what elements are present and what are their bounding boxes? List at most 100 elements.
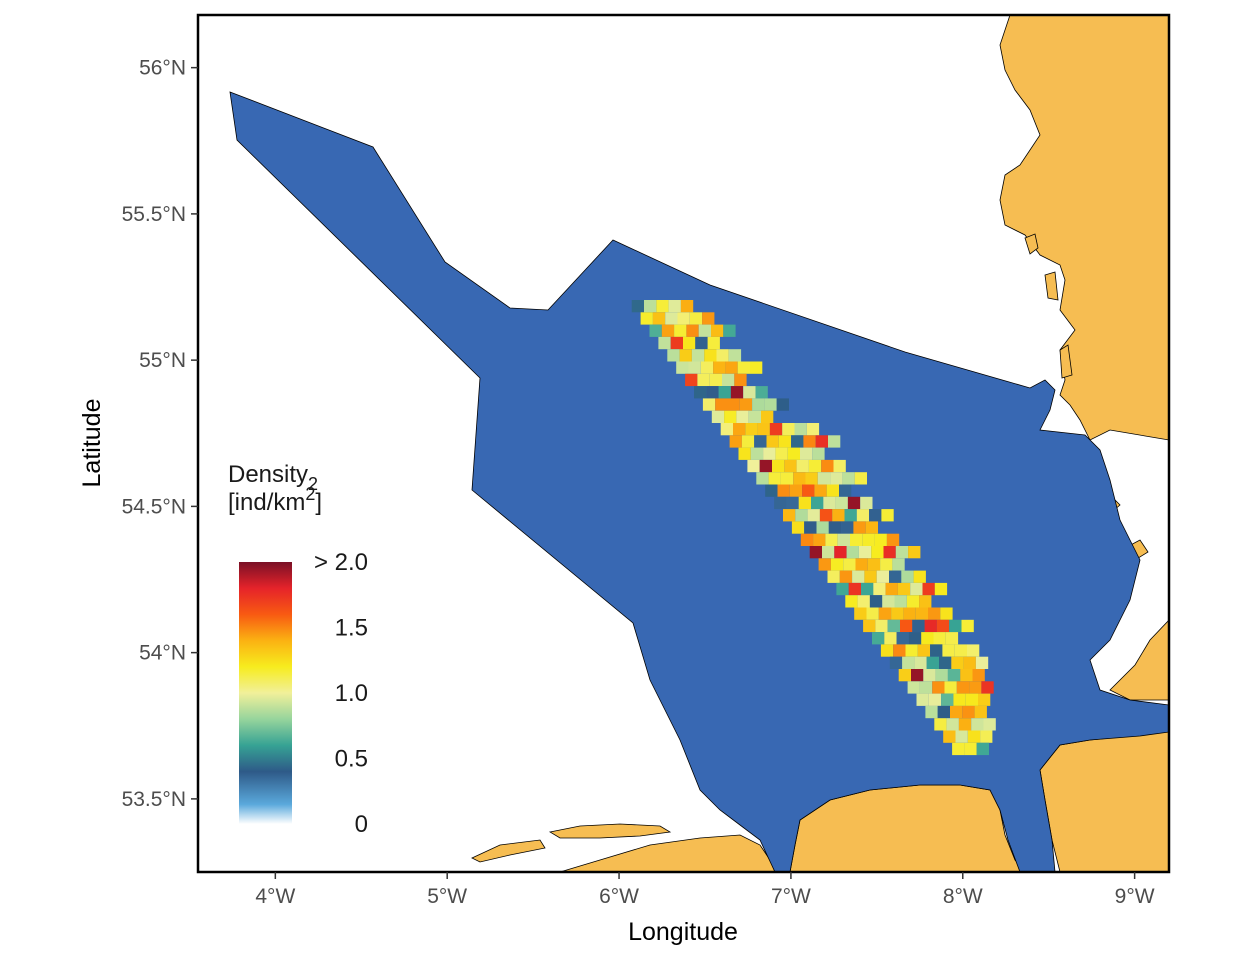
density-cell — [919, 681, 933, 694]
legend-label: 1.5 — [335, 615, 368, 642]
density-cell — [844, 509, 857, 522]
density-cell — [914, 656, 927, 669]
density-cell — [876, 570, 889, 583]
x-tick-label: 5°W — [427, 885, 467, 908]
density-cell — [922, 582, 935, 596]
density-cell — [768, 472, 781, 485]
y-tick-label: 54°N — [139, 642, 186, 665]
density-cell — [850, 533, 863, 546]
density-cell — [763, 447, 776, 460]
density-cell — [728, 349, 742, 362]
density-cell — [950, 705, 963, 719]
density-cell — [837, 533, 850, 546]
density-cell — [819, 509, 833, 522]
density-cell — [847, 496, 861, 510]
density-cell — [842, 472, 855, 485]
density-cell — [917, 644, 931, 657]
y-tick-label: 53.5°N — [122, 788, 186, 811]
density-cell — [685, 373, 698, 387]
density-cell — [839, 570, 853, 583]
density-cell — [830, 558, 844, 571]
density-cell — [711, 410, 725, 423]
density-cell — [656, 300, 669, 313]
density-cell — [884, 632, 897, 645]
y-tick-label: 56°N — [139, 57, 186, 80]
density-cell — [757, 423, 770, 436]
density-cell — [825, 533, 838, 546]
land-island-e6 — [1044, 271, 1059, 301]
density-cell — [980, 730, 993, 743]
density-cell — [689, 312, 703, 325]
density-cell — [674, 324, 687, 337]
y-tick-label: 55°N — [139, 349, 186, 372]
density-cell — [727, 398, 740, 411]
density-cell — [882, 595, 895, 608]
density-cell — [722, 373, 735, 387]
density-cell — [971, 718, 984, 731]
density-cell — [743, 386, 756, 399]
density-cell — [755, 386, 768, 399]
density-cell — [707, 336, 720, 350]
density-cell — [944, 681, 957, 694]
density-cell — [815, 435, 828, 448]
density-cell — [908, 546, 921, 559]
density-cell — [789, 484, 803, 497]
density-cell — [794, 423, 807, 436]
density-cell — [787, 447, 800, 460]
density-cell — [775, 447, 788, 460]
density-cell — [821, 459, 834, 473]
density-cell — [846, 546, 859, 559]
density-cell — [967, 730, 981, 743]
density-cell — [798, 496, 811, 510]
density-cell — [911, 669, 924, 682]
density-cell — [700, 361, 714, 374]
density-cell — [759, 459, 772, 473]
density-cell — [945, 632, 959, 645]
density-cell — [848, 582, 861, 596]
x-tick-label: 8°W — [943, 885, 983, 908]
land-island-e7 — [1059, 344, 1073, 379]
density-cell — [686, 324, 699, 337]
density-cell — [711, 324, 724, 337]
density-cell — [932, 681, 945, 694]
density-cell — [772, 459, 785, 473]
density-cell — [723, 324, 736, 337]
density-cell — [900, 619, 913, 633]
density-cell — [843, 558, 856, 571]
density-cell — [748, 410, 761, 423]
density-cell — [683, 336, 696, 350]
density-cell — [830, 472, 843, 485]
plot-frame — [196, 13, 1171, 874]
density-cell — [912, 619, 925, 633]
density-cell — [734, 373, 747, 387]
density-cell — [898, 669, 911, 682]
density-cell — [901, 570, 914, 583]
density-cell — [862, 533, 875, 546]
density-cell — [702, 312, 715, 325]
density-cell — [983, 718, 996, 731]
density-cell — [923, 669, 936, 682]
density-cell — [952, 742, 965, 756]
x-tick-label: 9°W — [1115, 885, 1155, 908]
density-cell — [872, 632, 885, 645]
density-cell — [791, 435, 804, 448]
density-cell — [713, 361, 726, 374]
density-cell — [925, 705, 938, 719]
density-cell — [747, 459, 760, 473]
density-cell — [897, 582, 911, 596]
density-cell — [854, 607, 867, 620]
density-cell — [926, 656, 939, 669]
x-axis: 4°W 5°W 6°W 7°W 8°W 9°W — [255, 872, 1155, 908]
density-cell — [833, 459, 846, 473]
density-cell — [828, 521, 842, 534]
density-cell — [864, 570, 877, 583]
density-cell — [812, 447, 825, 460]
density-cell — [777, 484, 790, 497]
legend-labels: > 2.0 1.5 1.0 0.5 0 — [314, 549, 368, 838]
density-cell — [908, 632, 922, 645]
density-cell — [928, 607, 941, 620]
density-cell — [858, 546, 872, 559]
legend-colorbar — [239, 562, 292, 824]
density-cell — [795, 509, 808, 522]
